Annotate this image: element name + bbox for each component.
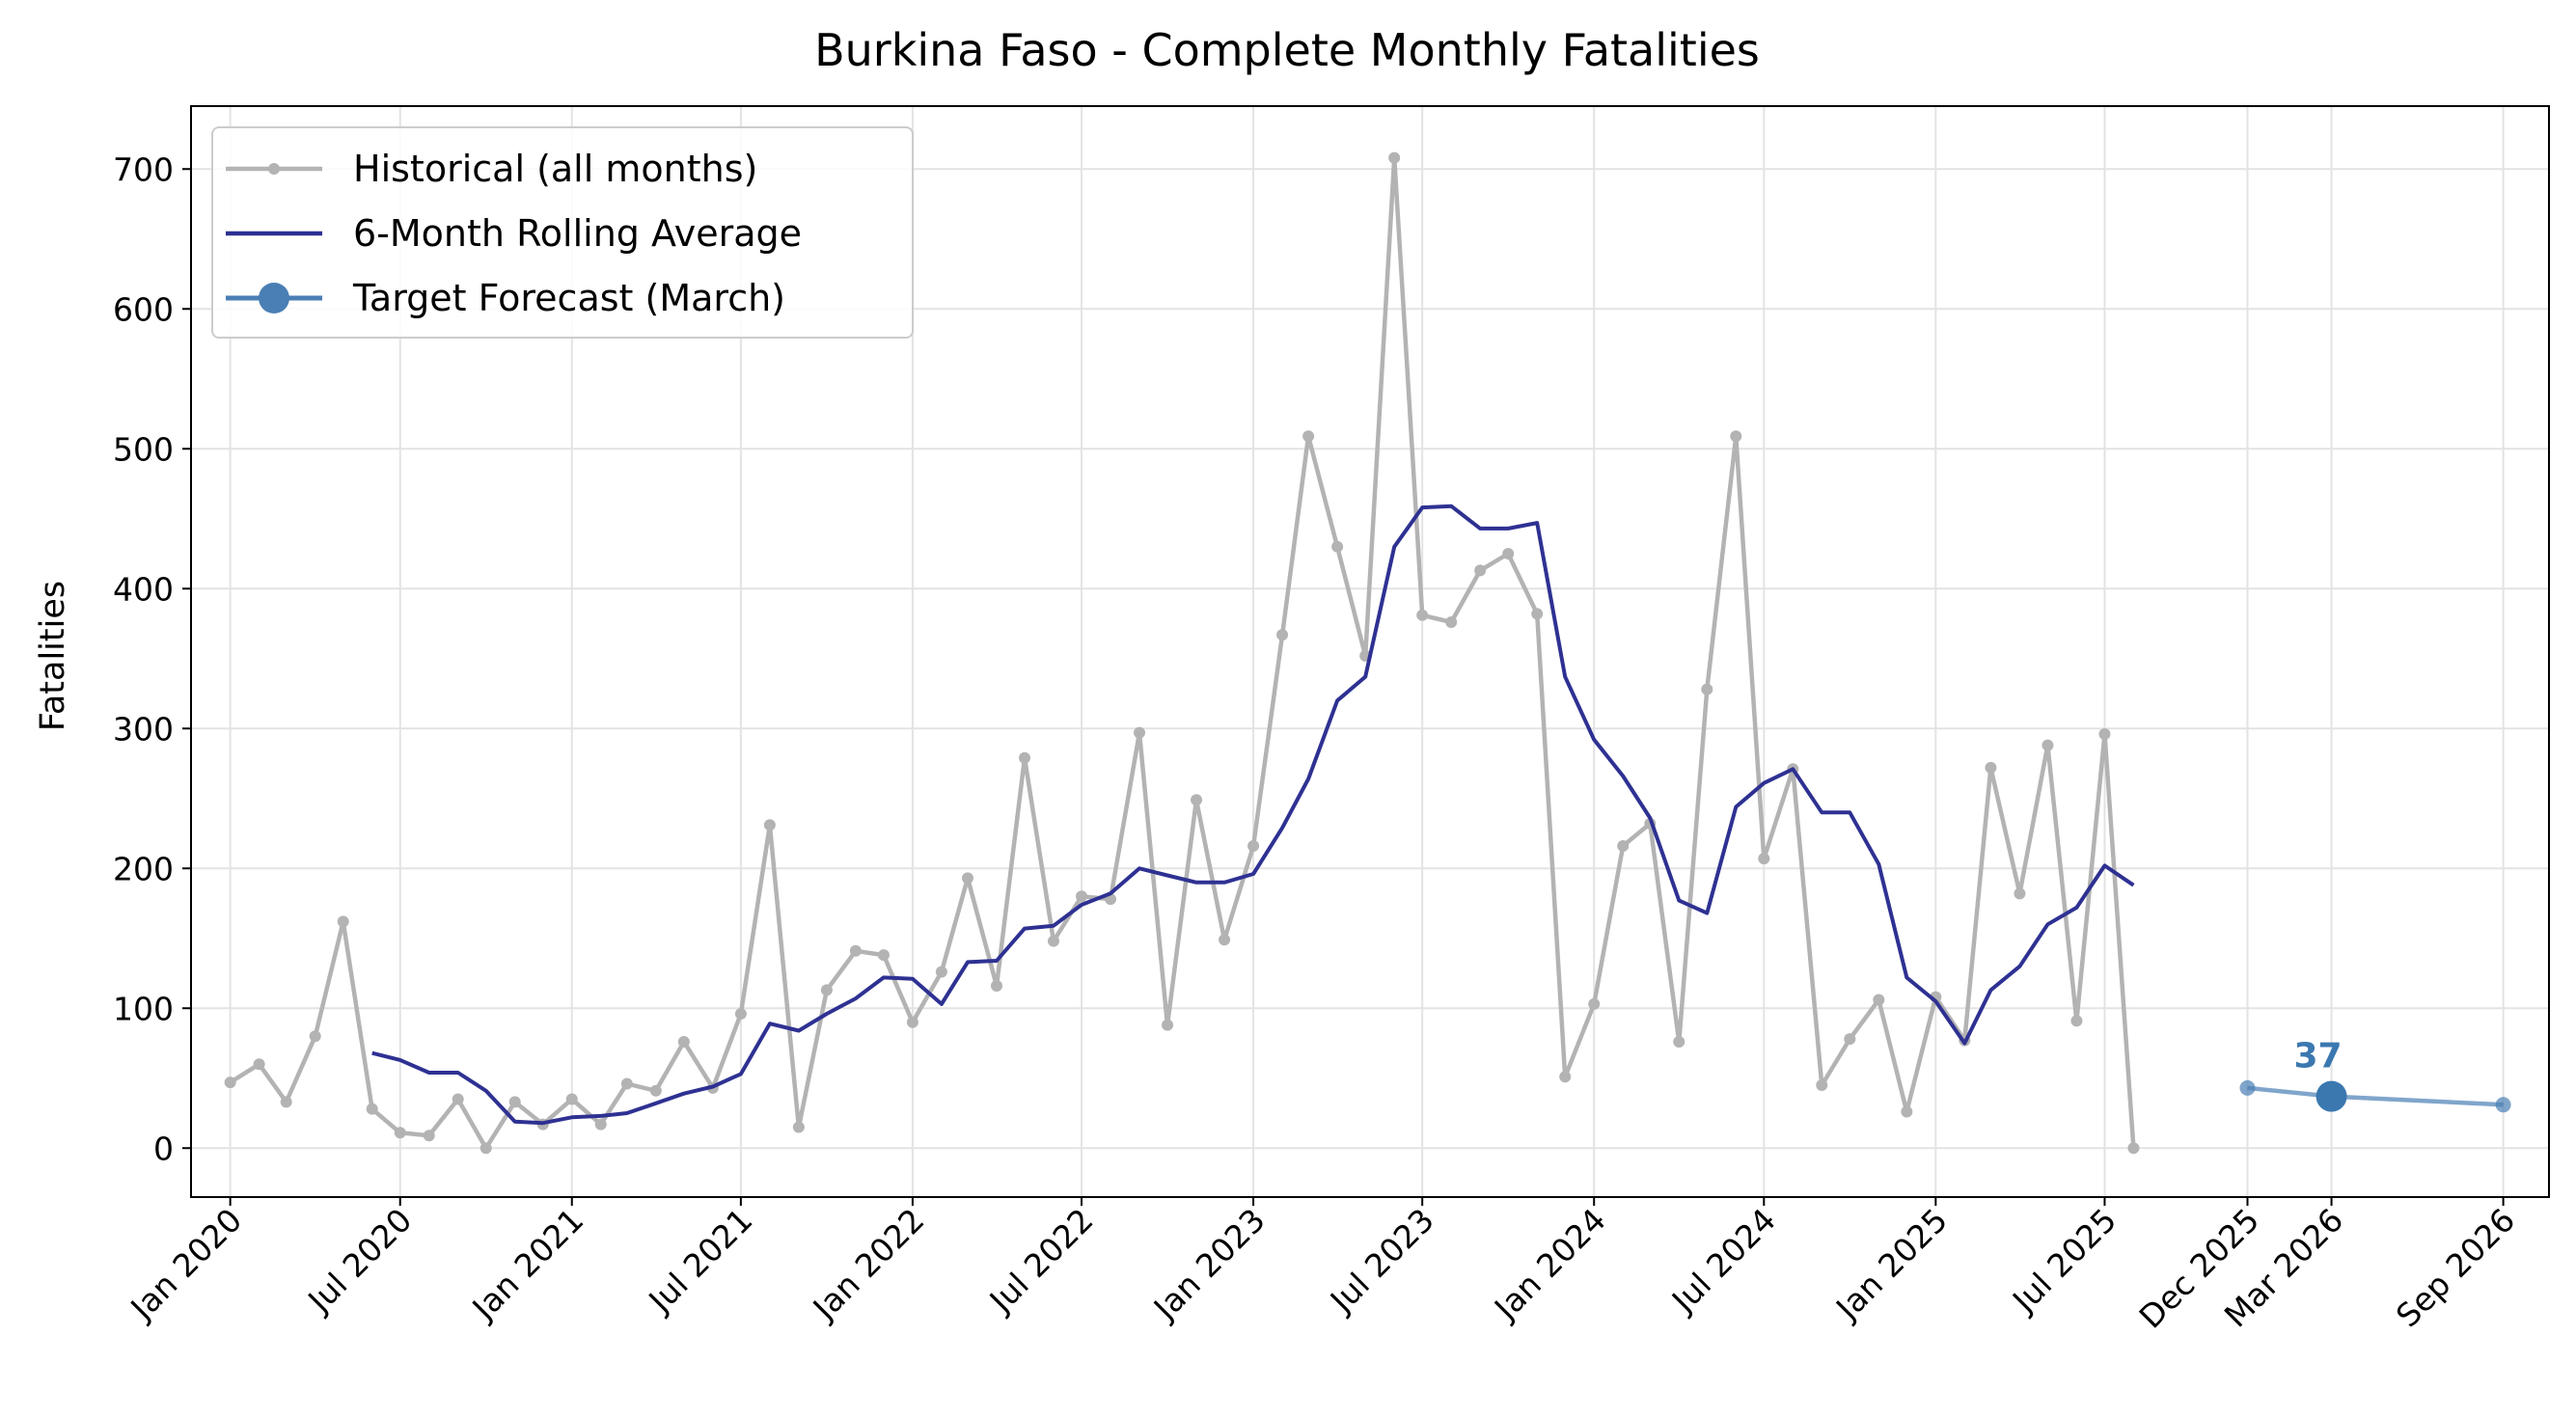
data-point <box>734 1008 747 1021</box>
data-point <box>1302 430 1315 443</box>
data-point <box>1134 726 1146 739</box>
y-axis-label: Fatalities <box>34 581 72 731</box>
target-forecast-point <box>2316 1080 2347 1112</box>
data-point <box>2070 1015 2083 1027</box>
y-tick-label: 100 <box>113 990 174 1027</box>
data-point <box>906 1016 918 1028</box>
data-point <box>2042 739 2054 751</box>
data-point <box>1048 935 1060 947</box>
data-point <box>820 984 833 996</box>
data-point <box>508 1096 521 1108</box>
data-point <box>1247 840 1260 853</box>
data-point <box>763 819 776 831</box>
data-point <box>990 980 1002 993</box>
data-point <box>1816 1079 1828 1091</box>
data-point <box>620 1077 633 1090</box>
data-point <box>677 1036 690 1049</box>
data-point <box>2495 1097 2511 1113</box>
y-tick-label: 500 <box>113 430 174 468</box>
data-point <box>394 1127 406 1139</box>
data-point <box>1416 609 1429 621</box>
data-point <box>1673 1036 1685 1049</box>
data-point <box>452 1093 464 1105</box>
data-point <box>480 1142 492 1155</box>
data-point <box>1844 1033 1856 1046</box>
data-point <box>1162 1019 1174 1031</box>
data-point <box>1985 761 1997 774</box>
data-point <box>594 1118 607 1131</box>
data-point <box>1901 1105 1913 1118</box>
data-point <box>1474 564 1487 577</box>
data-point <box>1559 1071 1572 1083</box>
data-point <box>2014 887 2026 900</box>
data-point <box>1730 430 1742 443</box>
data-point <box>1076 890 1088 903</box>
legend: Historical (all months) 6-Month Rolling A… <box>211 126 914 339</box>
data-point <box>1445 616 1458 629</box>
data-point <box>1701 683 1713 695</box>
forecast-value-label: 37 <box>2294 1037 2343 1076</box>
data-point <box>1191 794 1203 806</box>
data-point <box>253 1058 265 1071</box>
data-point <box>2239 1079 2256 1096</box>
data-point <box>1331 540 1344 553</box>
data-point <box>961 872 973 885</box>
plot-frame <box>190 105 2550 1198</box>
y-tick-label: 700 <box>113 150 174 188</box>
data-point <box>1873 994 1885 1006</box>
data-point <box>1617 840 1630 853</box>
legend-label: Historical (all months) <box>353 148 757 190</box>
legend-marker <box>268 163 280 175</box>
data-point <box>2098 728 2111 741</box>
data-point <box>1388 151 1401 164</box>
y-tick-label: 400 <box>113 570 174 608</box>
legend-box <box>211 126 914 339</box>
data-point <box>1276 629 1289 641</box>
y-tick-label: 0 <box>153 1130 174 1167</box>
data-point <box>935 966 947 978</box>
data-point <box>1019 751 1031 764</box>
data-point <box>1219 934 1231 946</box>
legend-marker <box>259 283 289 313</box>
data-point <box>423 1130 435 1142</box>
data-point <box>280 1096 292 1108</box>
data-point <box>649 1084 662 1097</box>
data-point <box>224 1076 236 1089</box>
data-point <box>877 949 890 962</box>
data-point <box>1531 608 1544 620</box>
y-tick-label: 200 <box>113 850 174 887</box>
data-point <box>2127 1142 2140 1155</box>
data-point <box>565 1093 578 1105</box>
data-point <box>1502 548 1515 559</box>
data-point <box>309 1030 321 1043</box>
series-none-group <box>371 504 2135 1126</box>
y-tick-label: 300 <box>113 710 174 748</box>
data-point <box>1588 997 1601 1010</box>
data-point <box>337 915 349 928</box>
data-point <box>792 1121 805 1133</box>
legend-label: 6-Month Rolling Average <box>353 212 802 255</box>
legend-label: Target Forecast (March) <box>352 277 785 319</box>
data-point <box>366 1103 378 1115</box>
chart-title: Burkina Faso - Complete Monthly Fataliti… <box>814 24 1760 76</box>
data-point <box>1758 853 1770 865</box>
data-point <box>849 944 862 957</box>
series-line <box>371 504 2135 1126</box>
y-tick-label: 600 <box>113 290 174 328</box>
series-layer: 37 <box>224 151 2511 1155</box>
